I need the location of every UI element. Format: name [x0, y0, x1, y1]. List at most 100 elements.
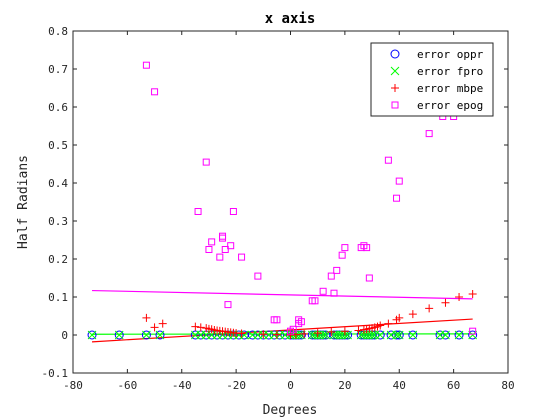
- data-point: [395, 177, 403, 185]
- data-point: [441, 330, 450, 340]
- data-point: [114, 330, 124, 340]
- data-point: [273, 316, 281, 324]
- data-point: [87, 330, 97, 340]
- data-point: [363, 244, 371, 252]
- data-point: [191, 322, 200, 331]
- data-point: [454, 330, 464, 340]
- data-point: [319, 287, 327, 295]
- y-tick-label: 0.4: [48, 177, 68, 190]
- y-tick-label: 0.3: [48, 215, 68, 228]
- data-point: [150, 323, 159, 332]
- data-point: [155, 330, 165, 340]
- data-point: [469, 327, 477, 335]
- x-tick-label: -60: [117, 379, 137, 392]
- data-point: [375, 330, 385, 340]
- data-point: [205, 246, 213, 253]
- data-point: [425, 304, 434, 313]
- data-point: [318, 330, 328, 340]
- y-axis-label: Half Radians: [16, 155, 31, 249]
- data-point: [158, 319, 167, 328]
- x-tick-label: 80: [501, 379, 514, 392]
- data-point: [151, 88, 159, 96]
- y-tick-label: 0.1: [48, 291, 68, 304]
- data-point: [247, 330, 257, 340]
- data-point: [327, 327, 336, 336]
- legend-marker: [390, 49, 400, 59]
- data-point: [435, 330, 445, 340]
- data-point: [87, 330, 97, 340]
- fit-line: [92, 289, 473, 300]
- legend-entry: error fpro: [417, 65, 483, 78]
- data-point: [338, 251, 346, 259]
- data-point: [254, 272, 262, 280]
- data-point: [440, 330, 450, 340]
- y-tick-label: 0.7: [48, 63, 68, 76]
- data-point: [253, 330, 263, 340]
- data-point: [375, 330, 385, 340]
- fit-line: [91, 318, 473, 343]
- data-point: [238, 253, 246, 261]
- data-point: [392, 330, 401, 340]
- data-point: [300, 329, 309, 338]
- chart-title: x axis: [265, 11, 316, 27]
- data-point: [224, 301, 232, 309]
- data-point: [141, 330, 151, 340]
- data-point: [395, 313, 404, 322]
- data-point: [408, 330, 418, 340]
- data-point: [219, 234, 227, 242]
- legend-entry: error oppr: [417, 48, 484, 61]
- data-point: [142, 313, 151, 322]
- data-point: [289, 325, 297, 333]
- data-point: [237, 329, 246, 338]
- x-tick-label: 20: [338, 379, 351, 392]
- data-point: [384, 156, 392, 164]
- data-point: [311, 297, 319, 305]
- data-point: [194, 208, 202, 215]
- data-point: [384, 319, 393, 328]
- data-point: [392, 330, 402, 340]
- data-point: [229, 208, 237, 215]
- y-tick-label: 0.2: [48, 253, 68, 266]
- data-point: [297, 318, 305, 326]
- axis-ticks: -80 -60 -40 -20 0 20 40 60 80 -0.1 0 0.1 0.2 0.3 0.4 0.…: [42, 25, 515, 392]
- data-point: [333, 266, 341, 274]
- data-point: [114, 330, 124, 340]
- data-point: [208, 238, 216, 246]
- data-point: [315, 330, 325, 340]
- data-point: [425, 130, 433, 138]
- data-point: [441, 298, 450, 307]
- legend-entry: error epog: [417, 99, 483, 112]
- data-point: [468, 330, 478, 340]
- legend-marker: [391, 101, 399, 109]
- data-points: [87, 61, 478, 340]
- data-point: [376, 321, 385, 330]
- data-point: [408, 330, 418, 340]
- data-point: [313, 329, 322, 338]
- data-point: [454, 330, 464, 340]
- legend-marker: [390, 66, 400, 76]
- data-point: [272, 330, 281, 339]
- x-tick-label: -40: [172, 379, 192, 392]
- data-point: [190, 330, 200, 340]
- data-point: [227, 242, 235, 250]
- y-tick-label: 0.8: [48, 25, 68, 38]
- data-point: [142, 61, 150, 69]
- data-point: [221, 246, 229, 253]
- legend-entry: error mbpe: [417, 82, 483, 95]
- y-tick-label: 0: [61, 329, 68, 342]
- data-point: [341, 244, 349, 252]
- y-tick-label: -0.1: [42, 367, 69, 380]
- legend-marker: [391, 84, 399, 92]
- data-point: [202, 158, 210, 166]
- data-point: [340, 327, 349, 336]
- data-point: [330, 289, 338, 297]
- data-point: [264, 330, 274, 340]
- x-tick-label: -80: [63, 379, 83, 392]
- x-tick-label: -20: [226, 379, 246, 392]
- y-tick-label: 0.5: [48, 139, 68, 152]
- data-point: [142, 330, 151, 340]
- data-point: [327, 272, 335, 280]
- y-tick-label: 0.6: [48, 101, 68, 114]
- data-point: [394, 330, 404, 340]
